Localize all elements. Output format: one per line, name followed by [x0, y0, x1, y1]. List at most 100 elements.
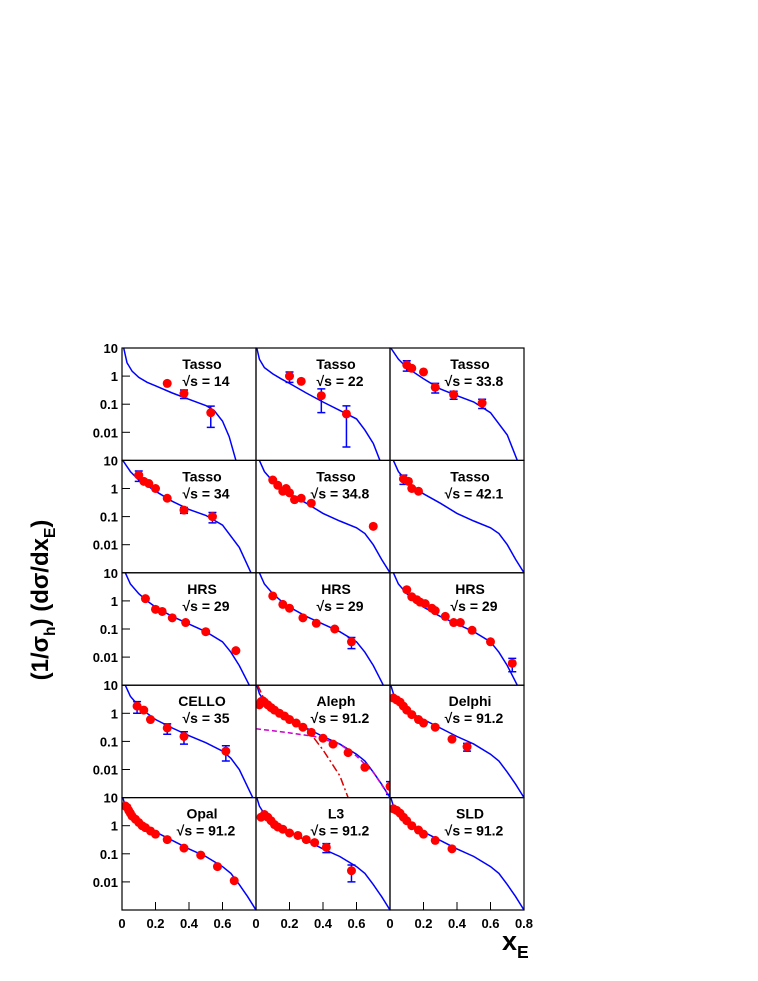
data-point [285, 828, 294, 838]
data-point [316, 391, 326, 401]
x-tick-label: 0.2 [280, 916, 298, 931]
y-tick-label: 0.1 [100, 397, 118, 412]
y-tick-label: 1 [111, 482, 118, 497]
panel-subtitle: √s = 29 [317, 598, 364, 614]
data-point [162, 723, 172, 733]
x-tick-label: 0 [118, 916, 125, 931]
y-tick-label: 1 [111, 594, 118, 609]
data-point [507, 658, 517, 668]
panel: 0.01 0.1 1 10 HRS√s = 29 [93, 566, 257, 686]
data-point [221, 746, 231, 756]
data-point [311, 618, 321, 628]
data-point [368, 521, 378, 531]
y-tick-label: 0.01 [93, 538, 118, 553]
data-point [162, 835, 172, 845]
y-tick-label: 0.1 [100, 847, 118, 862]
data-point [447, 734, 457, 744]
plot-area [124, 685, 254, 798]
panel-title: HRS [455, 581, 485, 597]
data-point [430, 606, 440, 616]
data-point [449, 390, 459, 400]
data-point [440, 611, 450, 621]
panel-title: SLD [456, 806, 484, 822]
data-point [447, 844, 457, 854]
data-point [179, 843, 189, 853]
label-part: x [502, 926, 517, 956]
panel: 0.01 0.1 1 10 0 0.2 0.4 0.6 Opal√s = 91.2 [93, 791, 257, 931]
data-point [132, 701, 142, 711]
y-tick-label: 1 [111, 369, 118, 384]
panel-subtitle: √s = 29 [451, 598, 498, 614]
y-tick-label: 10 [104, 341, 118, 356]
data-point [449, 618, 459, 628]
data-point [298, 613, 308, 623]
data-point [144, 479, 154, 489]
panel: 0.01 0.1 1 10 Tasso√s = 14 [93, 341, 257, 462]
data-point [430, 382, 440, 392]
panel-title: Tasso [182, 356, 221, 372]
curve [122, 348, 237, 461]
panel-title: Tasso [450, 468, 489, 484]
plot-area [122, 348, 237, 461]
plot-area [390, 685, 524, 798]
panel: Tasso√s = 42.1 [389, 459, 525, 574]
data-point [407, 363, 417, 373]
data-point [285, 371, 294, 381]
panel-subtitle: √s = 14 [183, 373, 230, 389]
panel: 0 0.2 0.4 0.6 L3√s = 91.2 [252, 796, 391, 931]
data-point [151, 829, 160, 839]
data-point [310, 838, 320, 848]
panel-subtitle: √s = 91.2 [311, 710, 370, 726]
data-point [402, 585, 412, 595]
plot-area [258, 572, 384, 686]
panel: Delphi√s = 91.2 [389, 684, 525, 799]
y-tick-label: 1 [111, 706, 118, 721]
data-point [179, 731, 189, 741]
curve [256, 348, 381, 461]
plot-area [256, 685, 390, 798]
y-tick-label: 10 [104, 566, 118, 581]
x-tick-label: 0.8 [515, 916, 533, 931]
data-point [278, 824, 288, 834]
data-point [455, 618, 465, 628]
plot-area [122, 797, 256, 910]
plot-area [392, 460, 524, 573]
panel: 0 0.2 0.4 0.6 0.8 SLD√s = 91.2 [386, 796, 533, 931]
data-point [268, 591, 278, 601]
data-point [419, 367, 428, 377]
data-point [290, 495, 300, 505]
panel-subtitle: √s = 34.8 [311, 485, 370, 501]
x-tick-label: 0.4 [448, 916, 467, 931]
x-tick-label: 0.2 [146, 916, 164, 931]
x-tick-label: 0.6 [347, 916, 365, 931]
panel: Tasso√s = 22 [255, 347, 391, 462]
y-tick-label: 0.01 [93, 763, 118, 778]
panel-title: CELLO [178, 693, 226, 709]
data-point [278, 599, 288, 609]
data-point [293, 830, 303, 840]
panel-subtitle: √s = 22 [317, 373, 364, 389]
plot-area [390, 797, 524, 910]
y-tick-label: 0.1 [100, 510, 118, 525]
plot-area [256, 797, 390, 910]
data-point [285, 715, 294, 725]
data-point [360, 762, 370, 772]
panel: HRS√s = 29 [255, 572, 391, 686]
data-point [318, 733, 328, 743]
curve [124, 572, 250, 686]
data-point [301, 835, 311, 845]
data-point [407, 821, 417, 831]
panel-title: HRS [187, 581, 217, 597]
data-point [151, 484, 160, 493]
x-tick-label: 0.4 [314, 916, 333, 931]
panel-subtitle: √s = 91.2 [445, 710, 504, 726]
data-point [291, 718, 301, 728]
y-axis-label: (1/σh) (dσ/dxE) [27, 520, 59, 681]
panel-title: Tasso [316, 468, 355, 484]
data-point [430, 722, 440, 732]
panel-subtitle: √s = 35 [183, 710, 230, 726]
data-point [477, 398, 487, 408]
data-point [296, 376, 306, 386]
x-tick-label: 0 [386, 916, 393, 931]
plot-area [122, 460, 252, 573]
